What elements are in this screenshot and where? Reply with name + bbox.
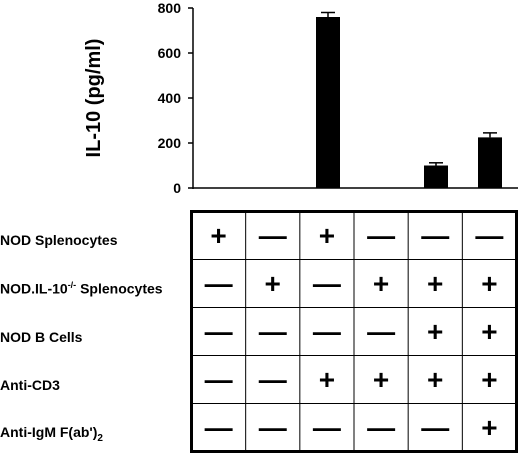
- bars: [316, 11, 502, 188]
- row-label-nod-il10-splenocytes: NOD.IL-10-/- Splenocytes: [0, 280, 190, 297]
- bar: [316, 17, 340, 188]
- row-label-text: Anti-IgM F(ab'): [0, 424, 98, 440]
- y-tick-label: 0: [173, 180, 181, 196]
- il10-bar-chart: 0 200 400 600 800 IL-10 (pg/ml): [83, 0, 518, 196]
- plus-cell: +: [481, 411, 498, 443]
- grid-lines: [191, 211, 517, 452]
- plus-cell: +: [481, 363, 498, 395]
- row-label-text: NOD.IL-10: [0, 280, 68, 297]
- y-tick-label: 800: [158, 0, 182, 16]
- y-tick-label: 400: [158, 90, 182, 106]
- row-label-anti-igm: Anti-IgM F(ab')2: [0, 424, 190, 444]
- minus-cell: —: [258, 411, 287, 443]
- plus-cell: +: [372, 267, 390, 299]
- minus-cell: —: [367, 411, 396, 443]
- row-label-subscript: 2: [97, 432, 103, 444]
- minus-cell: —: [204, 267, 233, 299]
- plus-cell: +: [318, 363, 336, 395]
- conditions-table-grid: [190, 210, 518, 453]
- y-tick-label: 200: [158, 135, 182, 151]
- plus-cell: +: [264, 267, 281, 299]
- minus-cell: —: [258, 315, 287, 347]
- plus-cell: +: [318, 219, 336, 251]
- minus-cell: —: [204, 315, 233, 347]
- plus-cell: +: [427, 315, 444, 347]
- y-axis-label: IL-10 (pg/ml): [83, 39, 105, 158]
- plus-cell: +: [427, 363, 444, 395]
- plus-cell: +: [210, 219, 227, 251]
- row-label-superscript: -/-: [67, 280, 77, 290]
- plus-cell: +: [427, 267, 444, 299]
- y-axis: 0 200 400 600 800: [158, 0, 518, 196]
- plus-cell: +: [481, 315, 498, 347]
- minus-cell: —: [475, 219, 504, 251]
- y-tick-label: 600: [158, 45, 182, 61]
- minus-cell: —: [312, 315, 341, 347]
- minus-cell: —: [421, 219, 450, 251]
- bar: [478, 137, 502, 188]
- row-label-anti-cd3: Anti-CD3: [0, 377, 190, 393]
- row-label-nod-b-cells: NOD B Cells: [0, 329, 190, 345]
- bar: [424, 165, 448, 188]
- minus-cell: —: [367, 315, 396, 347]
- minus-cell: —: [204, 411, 233, 443]
- minus-cell: —: [312, 267, 341, 299]
- row-label-nod-splenocytes: NOD Splenocytes: [0, 232, 190, 248]
- minus-cell: —: [312, 411, 341, 443]
- plus-cell: +: [481, 267, 498, 299]
- minus-cell: —: [258, 363, 287, 395]
- minus-cell: —: [367, 219, 396, 251]
- row-label-text: Splenocytes: [76, 280, 163, 297]
- row-label-text: Anti-CD3: [0, 377, 60, 393]
- plus-cell: +: [372, 363, 390, 395]
- row-label-text: NOD Splenocytes: [0, 232, 118, 248]
- row-label-text: NOD B Cells: [0, 329, 83, 345]
- minus-cell: —: [204, 363, 233, 395]
- minus-cell: —: [421, 411, 450, 443]
- minus-cell: —: [258, 219, 287, 251]
